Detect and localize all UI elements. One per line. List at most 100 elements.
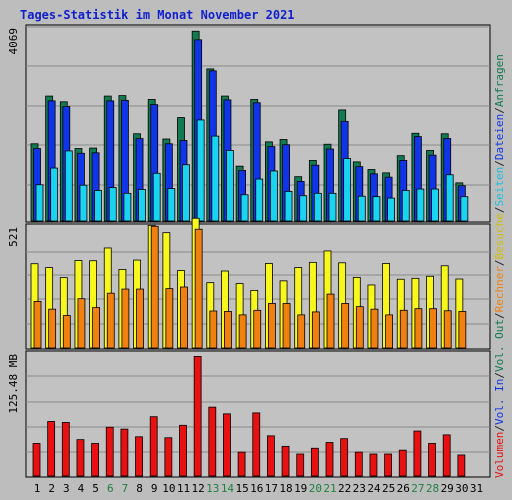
day-label-9: 9 (151, 482, 158, 495)
panel-mid: 521 (7, 217, 491, 350)
legend-item-11: / (493, 160, 506, 167)
bar-rechner-day-12 (194, 228, 203, 349)
bar-volumen-day-4 (76, 439, 85, 477)
bar-volumen-day-15 (237, 451, 246, 477)
bar-seiten-day-27 (416, 188, 425, 222)
bar-volumen-day-7 (120, 428, 129, 477)
legend-item-5: / (493, 312, 506, 319)
bar-volumen-day-23 (354, 451, 363, 477)
day-label-5: 5 (92, 482, 99, 495)
day-label-12: 12 (192, 482, 205, 495)
day-label-24: 24 (367, 482, 381, 495)
bar-seiten-day-13 (211, 135, 220, 222)
bar-volumen-day-6 (105, 426, 114, 477)
panel-top-ymax-label: 4069 (7, 28, 20, 55)
bar-volumen-day-12 (193, 356, 202, 477)
legend-item-8: Besuche (493, 213, 506, 259)
day-label-31: 31 (470, 482, 483, 495)
bar-seiten-day-11 (182, 164, 190, 222)
bar-rechner-day-15 (238, 314, 247, 349)
legend-item-3: / (493, 372, 506, 379)
legend-item-2: Vol. In (493, 379, 506, 425)
bar-rechner-day-22 (341, 303, 350, 349)
day-label-23: 23 (353, 482, 366, 495)
bar-rechner-day-24 (370, 308, 379, 349)
bar-rechner-day-30 (458, 311, 467, 349)
bar-rechner-day-5 (92, 307, 100, 349)
bar-volumen-day-8 (135, 436, 143, 477)
bar-rechner-day-14 (224, 311, 232, 349)
bar-seiten-day-2 (50, 167, 59, 222)
bar-seiten-day-15 (240, 194, 249, 222)
bar-seiten-day-5 (94, 190, 102, 222)
bar-seiten-day-10 (167, 188, 176, 222)
bar-seiten-day-17 (269, 170, 278, 222)
bar-rechner-day-25 (385, 314, 394, 349)
bar-rechner-day-1 (33, 301, 42, 349)
bar-volumen-day-22 (340, 438, 349, 477)
legend-item-4: Vol. Out (493, 319, 506, 372)
bar-rechner-day-2 (48, 308, 57, 349)
chart-title: Tages-Statistik im Monat November 2021 (20, 8, 295, 22)
bar-volumen-day-28 (428, 443, 436, 477)
bar-seiten-day-21 (328, 192, 337, 222)
right-legend: Volumen/Vol. In/Vol. Out/Rechner/Besuche… (493, 54, 506, 478)
bar-seiten-day-30 (460, 196, 469, 222)
day-label-2: 2 (48, 482, 55, 495)
bar-volumen-day-9 (149, 416, 158, 477)
bar-volumen-day-30 (457, 454, 466, 477)
bar-rechner-day-16 (253, 309, 262, 349)
day-label-8: 8 (136, 482, 143, 495)
bar-volumen-day-1 (32, 443, 41, 477)
bar-seiten-day-19 (299, 195, 308, 222)
legend-item-6: Rechner (493, 266, 506, 313)
bar-volumen-day-26 (398, 449, 407, 477)
bar-rechner-day-13 (209, 310, 218, 349)
bar-seiten-day-29 (445, 174, 454, 222)
day-label-14: 14 (221, 482, 235, 495)
day-label-18: 18 (279, 482, 292, 495)
bar-volumen-day-13 (208, 406, 217, 477)
bar-seiten-day-20 (313, 192, 322, 222)
bar-seiten-day-4 (79, 184, 88, 222)
bar-rechner-day-17 (267, 303, 276, 349)
legend-item-12: Dateien (493, 114, 506, 160)
legend-item-7: / (493, 259, 506, 266)
day-label-17: 17 (265, 482, 278, 495)
bar-volumen-day-19 (296, 453, 305, 477)
day-label-25: 25 (382, 482, 395, 495)
bar-seiten-day-8 (138, 189, 146, 222)
bar-rechner-day-20 (311, 311, 320, 349)
day-label-3: 3 (63, 482, 70, 495)
bar-rechner-day-26 (399, 309, 408, 349)
bar-volumen-day-11 (179, 424, 187, 477)
day-label-13: 13 (206, 482, 219, 495)
bar-volumen-day-14 (223, 413, 231, 477)
bar-rechner-day-18 (282, 303, 291, 349)
bar-volumen-day-10 (164, 437, 173, 477)
panel-mid-ymax-label: 521 (7, 227, 20, 247)
bar-seiten-day-28 (431, 188, 439, 222)
bar-seiten-day-9 (152, 172, 161, 222)
day-label-30: 30 (455, 482, 468, 495)
day-label-10: 10 (162, 482, 175, 495)
legend-item-9: / (493, 206, 506, 213)
legend-item-0: Volumen (493, 432, 506, 478)
bar-seiten-day-12 (196, 119, 205, 222)
bar-rechner-day-11 (180, 286, 188, 349)
bar-volumen-day-20 (310, 447, 319, 477)
bar-seiten-day-24 (372, 196, 381, 222)
day-label-11: 11 (177, 482, 190, 495)
bar-seiten-day-26 (401, 190, 410, 222)
bar-seiten-day-16 (255, 178, 264, 222)
bar-volumen-day-21 (325, 442, 334, 477)
bar-rechner-day-28 (429, 308, 437, 349)
legend-item-10: Seiten (493, 167, 506, 207)
bar-volumen-day-29 (442, 434, 451, 477)
day-label-4: 4 (78, 482, 85, 495)
bar-rechner-day-10 (165, 288, 174, 349)
bar-seiten-day-6 (108, 187, 117, 222)
bar-volumen-day-25 (384, 453, 393, 477)
day-label-20: 20 (309, 482, 322, 495)
day-label-16: 16 (250, 482, 263, 495)
